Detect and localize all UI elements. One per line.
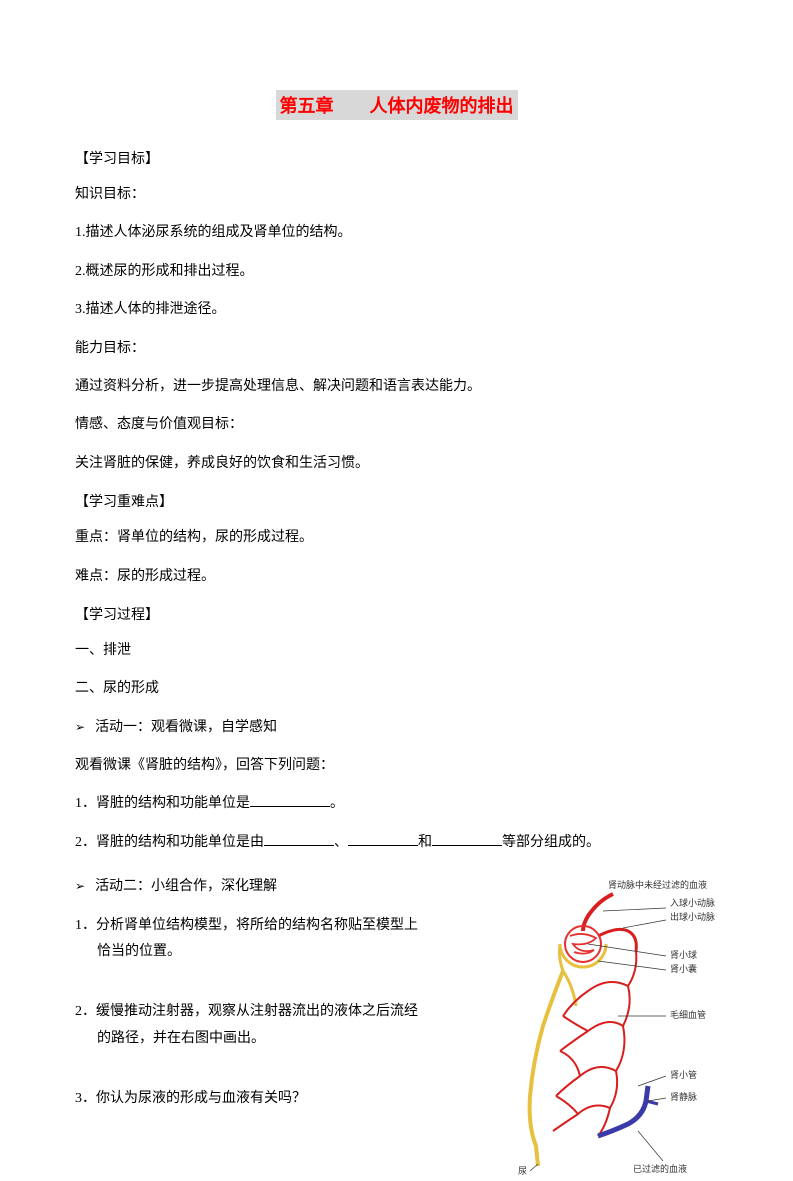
ability-header: 能力目标： [75, 338, 718, 360]
a2-q2-line2: 的路径，并在右图中画出。 [75, 1028, 455, 1050]
label-urine: 尿 [518, 1166, 527, 1176]
q2-suffix: 等部分组成的。 [502, 835, 600, 850]
difficulty-header: 【学习重难点】 [75, 491, 718, 511]
diagram-top-label: 肾动脉中未经过滤的血液 [608, 879, 707, 890]
process-header: 【学习过程】 [75, 604, 718, 624]
a2-q1-line1: 1．分析肾单位结构模型，将所给的结构名称贴至模型上 [75, 915, 455, 937]
blank-input[interactable] [250, 793, 330, 807]
bowmans-capsule [560, 944, 606, 967]
knowledge-item-2: 2.概述尿的形成和排出过程。 [75, 261, 718, 283]
knowledge-item-1: 1.描述人体泌尿系统的组成及肾单位的结构。 [75, 222, 718, 244]
label-vein: 肾静脉 [670, 1091, 697, 1102]
activity-1-label: 活动一：观看微课，自学感知 [95, 720, 277, 735]
leader-lines [530, 908, 666, 1171]
activity-2-label: 活动二：小组合作，深化理解 [95, 879, 277, 894]
blank-input[interactable] [264, 832, 334, 846]
renal-vein [598, 1086, 648, 1136]
objectives-header: 【学习目标】 [75, 148, 718, 168]
efferent-arteriole [598, 930, 636, 952]
knowledge-header: 知识目标： [75, 184, 718, 206]
a2-q2-line1: 2．缓慢推动注射器，观察从注射器流出的液体之后流经 [75, 1001, 455, 1023]
ability-text: 通过资料分析，进一步提高处理信息、解决问题和语言表达能力。 [75, 376, 718, 398]
label-afferent: 入球小动脉 [670, 897, 715, 908]
chevron-icon: ➢ [75, 720, 85, 734]
q1-suffix: 。 [330, 796, 344, 811]
blank-input[interactable] [348, 832, 418, 846]
label-efferent: 出球小动脉 [670, 911, 715, 922]
activity-1-header: ➢ 活动一：观看微课，自学感知 [75, 717, 718, 739]
q2-mid2: 和 [418, 835, 432, 850]
afferent-arteriole [583, 894, 613, 931]
page-title: 第五章 人体内废物的排出 [276, 90, 518, 120]
glomerulus [565, 926, 601, 962]
chevron-icon: ➢ [75, 879, 85, 893]
question-2: 2．肾脏的结构和功能单位是由 、 和 等部分组成的。 [75, 832, 718, 854]
hard-point: 难点：尿的形成过程。 [75, 566, 718, 588]
renal-tubule-left [530, 971, 563, 1166]
label-tubule: 肾小管 [670, 1069, 697, 1080]
emotion-text: 关注肾脏的保健，养成良好的饮食和生活习惯。 [75, 453, 718, 475]
part-2: 二、尿的形成 [75, 678, 718, 700]
label-capillary: 毛细血管 [670, 1009, 706, 1020]
label-filtered: 已过滤的血液 [633, 1163, 687, 1174]
tubule-branch [563, 971, 576, 1006]
label-capsule: 肾小囊 [670, 963, 697, 974]
activity-1-intro: 观看微课《肾脏的结构》，回答下列问题： [75, 755, 718, 777]
a2-q3: 3．你认为尿液的形成与血液有关吗？ [75, 1088, 455, 1110]
q1-prefix: 1．肾脏的结构和功能单位是 [75, 796, 250, 811]
emotion-header: 情感、态度与价值观目标： [75, 414, 718, 436]
a2-q1-line2: 恰当的位置。 [75, 941, 455, 963]
knowledge-item-3: 3.描述人体的排泄途径。 [75, 299, 718, 321]
q2-prefix: 2．肾脏的结构和功能单位是由 [75, 835, 264, 850]
blank-input[interactable] [432, 832, 502, 846]
q2-mid1: 、 [334, 835, 348, 850]
key-point: 重点：肾单位的结构，尿的形成过程。 [75, 527, 718, 549]
part-1: 一、排泄 [75, 640, 718, 662]
nephron-diagram: 肾动脉中未经过滤的血液 [488, 876, 728, 1176]
question-1: 1．肾脏的结构和功能单位是 。 [75, 793, 718, 815]
label-glomerulus: 肾小球 [670, 949, 697, 960]
activity-2-header: ➢ 活动二：小组合作，深化理解 [75, 876, 455, 898]
capillary-network [553, 951, 636, 1136]
